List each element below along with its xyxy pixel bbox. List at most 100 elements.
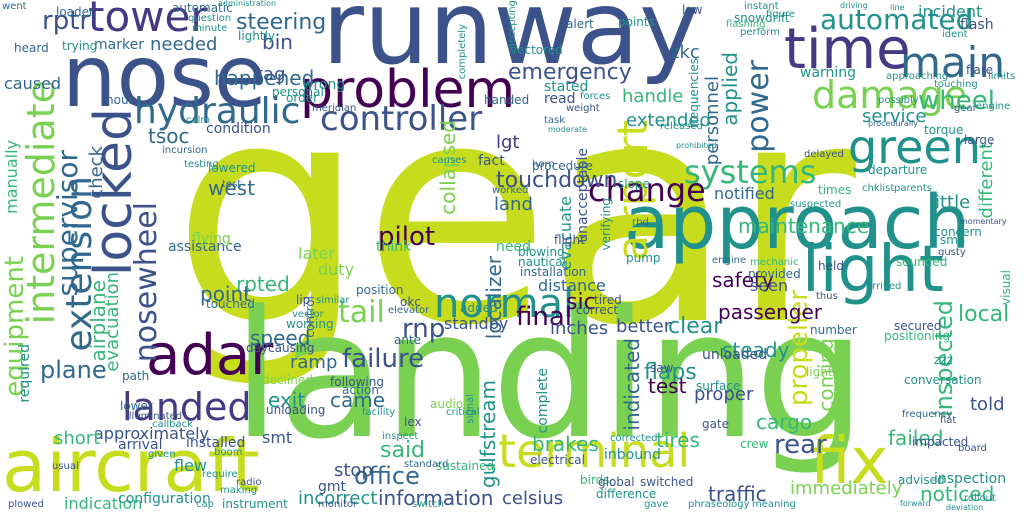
word-flash: flash bbox=[960, 17, 994, 33]
word-flaps: flaps bbox=[644, 360, 697, 385]
word-provided: provided bbox=[748, 267, 801, 281]
word-maintenance: maintenance bbox=[738, 214, 870, 238]
word-runway: runway bbox=[322, 0, 700, 88]
word-gusty: gusty bbox=[938, 247, 966, 258]
word-short: short bbox=[54, 428, 101, 449]
word-vector: vector bbox=[292, 309, 324, 320]
word-accepting: accepting bbox=[507, 0, 518, 50]
word-order: order bbox=[286, 91, 318, 105]
word-information: information bbox=[378, 486, 494, 510]
word-points: points bbox=[618, 15, 655, 29]
word-touching: touching bbox=[934, 79, 978, 90]
word-standby: standby bbox=[444, 314, 509, 333]
word-inspect: inspect bbox=[382, 431, 419, 442]
word-action: action bbox=[342, 383, 379, 397]
word-noticed: noticed bbox=[920, 482, 995, 506]
word-service: service bbox=[862, 106, 927, 127]
word-approach: approach bbox=[624, 180, 971, 266]
word-surface: surface bbox=[696, 379, 741, 393]
word-sma: sma bbox=[940, 233, 966, 247]
word-aircraft: aircraft bbox=[2, 424, 260, 508]
word-line: line bbox=[890, 3, 905, 12]
word-marker: marker bbox=[94, 37, 144, 53]
word-callback: callback bbox=[152, 419, 193, 430]
word-assistance: assistance bbox=[168, 239, 242, 255]
word-usual: usual bbox=[52, 461, 79, 472]
word-engine: engine bbox=[712, 255, 747, 266]
word-stop: stop bbox=[334, 460, 373, 481]
word-deviation: deviation bbox=[946, 503, 984, 512]
word-touched: touched bbox=[206, 297, 255, 311]
word-vectored: vectored bbox=[510, 43, 563, 57]
word-gave: gave bbox=[644, 499, 669, 510]
word-global: global bbox=[598, 475, 635, 489]
word-thus: thus bbox=[816, 291, 838, 302]
word-meridian: meridian bbox=[312, 103, 357, 114]
word-tsoc: tsoc bbox=[148, 124, 190, 148]
word-standard: standard bbox=[404, 459, 449, 470]
word-indication: indication bbox=[64, 494, 143, 512]
word-engine: engine bbox=[976, 101, 1011, 112]
word-incorrect: incorrect bbox=[298, 488, 378, 509]
word-came: came bbox=[330, 388, 386, 412]
word-path: path bbox=[122, 369, 150, 383]
word-little: little bbox=[930, 192, 971, 213]
word-landed: landed bbox=[122, 385, 252, 429]
word-sounded: sounded bbox=[896, 255, 948, 269]
word-emergency: emergency bbox=[508, 60, 632, 85]
word-touchdown: touchdown bbox=[496, 168, 618, 193]
word-positioning: positioning bbox=[884, 329, 951, 343]
word-hour: hour bbox=[106, 93, 134, 107]
word-calm: calm bbox=[186, 115, 211, 126]
word-crew: crew bbox=[740, 437, 769, 451]
word-trying: trying bbox=[62, 39, 98, 53]
word-incursion: incursion bbox=[162, 145, 208, 156]
word-tail: tail bbox=[338, 295, 385, 330]
word-gear-small: gear bbox=[954, 103, 977, 114]
word-went: went bbox=[2, 1, 27, 12]
word-inspection: inspection bbox=[934, 471, 1007, 487]
word-office: office bbox=[354, 462, 420, 490]
word-nautical: nautical bbox=[518, 255, 566, 269]
word-driving: driving bbox=[840, 1, 868, 10]
word-horn: horn bbox=[532, 159, 555, 170]
word-test: test bbox=[222, 179, 242, 190]
word-slope: slope bbox=[618, 177, 650, 191]
word-flight: flight bbox=[554, 233, 585, 247]
word-lex: lex bbox=[404, 415, 422, 429]
word-said: said bbox=[380, 438, 426, 463]
word-given: given bbox=[148, 449, 176, 460]
word-configuration: configuration bbox=[118, 491, 211, 507]
word-happened: happened bbox=[214, 66, 315, 90]
word-limits: limits bbox=[988, 71, 1016, 82]
word-caused: caused bbox=[4, 74, 62, 93]
word-suspected: suspected bbox=[790, 199, 842, 210]
word-green: green bbox=[848, 120, 981, 174]
word-held: held bbox=[818, 259, 844, 273]
word-radio: radio bbox=[236, 477, 262, 488]
word-think: think bbox=[376, 239, 412, 255]
word-alert: alert bbox=[566, 17, 594, 31]
word-phraseology: phraseology bbox=[688, 499, 750, 510]
word-saw: saw bbox=[650, 361, 674, 375]
word-automated: automated bbox=[820, 3, 974, 36]
word-cap: cap bbox=[196, 499, 214, 510]
word-rollout: rollout bbox=[964, 493, 996, 504]
word-rpted: rpted bbox=[236, 272, 290, 296]
word-warning: warning bbox=[800, 65, 857, 81]
word-failure: failure bbox=[342, 344, 425, 374]
word-minute: minute bbox=[192, 23, 228, 34]
word-daycausing: daycausing bbox=[246, 341, 315, 355]
word-landing: landing bbox=[232, 273, 866, 478]
word-conversation: conversation bbox=[904, 373, 982, 387]
word-declined: declined bbox=[262, 373, 313, 387]
word-instant: instant bbox=[744, 1, 779, 12]
word-rnp: rnp bbox=[402, 314, 446, 344]
word-corrected: corrected bbox=[610, 433, 658, 444]
word-difference: difference bbox=[596, 487, 657, 501]
word-departure: departure bbox=[868, 163, 928, 177]
word-need: need bbox=[496, 239, 531, 255]
word-ident: ident bbox=[942, 29, 968, 40]
word-flashing: flashing bbox=[726, 19, 766, 30]
